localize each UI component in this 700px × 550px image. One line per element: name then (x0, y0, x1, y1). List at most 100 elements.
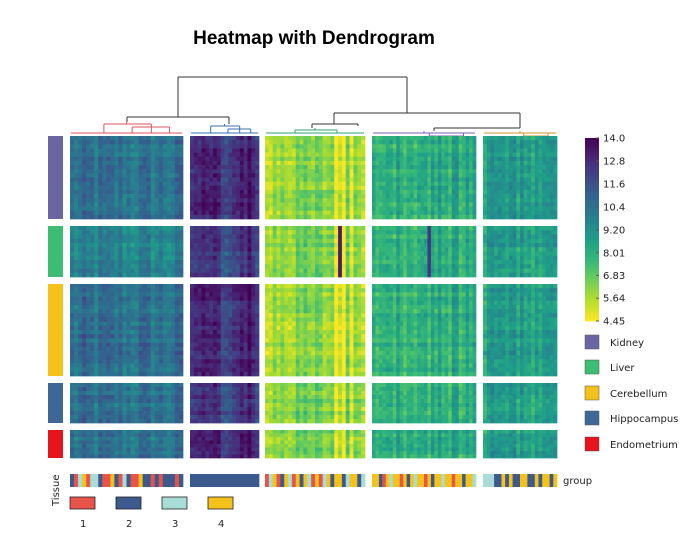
heatmap-cell (126, 433, 131, 438)
heatmap-cell (357, 296, 362, 302)
heatmap-cell (213, 342, 218, 348)
heatmap-cell (190, 447, 195, 452)
heatmap-cell (102, 350, 107, 356)
heatmap-cell (138, 313, 143, 318)
heatmap-cell (134, 437, 139, 441)
heatmap-cell (106, 189, 111, 195)
heatmap-cell (201, 251, 206, 257)
heatmap-cell (232, 444, 237, 448)
heatmap-cell (209, 411, 214, 416)
heatmap-cell (114, 334, 119, 339)
heatmap-cell (130, 185, 135, 191)
heatmap-cell (265, 194, 270, 199)
heatmap-cell (158, 342, 164, 348)
heatmap-cell (284, 189, 289, 195)
heatmap-cell (118, 198, 123, 203)
heatmap-cell (94, 342, 99, 348)
heatmap-cell (299, 198, 304, 203)
heatmap-cell (90, 284, 95, 289)
heatmap-cell (110, 260, 115, 265)
heatmap-cell (311, 165, 316, 170)
heatmap-cell (361, 371, 366, 377)
heatmap-cell (150, 255, 156, 261)
heatmap-cell (295, 346, 300, 352)
heatmap-cell (357, 292, 362, 297)
heatmap-cell (334, 251, 339, 257)
heatmap-cell (353, 411, 358, 416)
heatmap-cell (146, 342, 152, 348)
heatmap-cell (82, 440, 87, 445)
heatmap-cell (265, 251, 270, 257)
heatmap-cell (114, 148, 119, 153)
heatmap-cell (122, 152, 127, 158)
heatmap-cell (205, 437, 210, 441)
heatmap-cell (197, 338, 202, 343)
heatmap-cell (110, 419, 115, 424)
heatmap-cell (102, 169, 107, 174)
heatmap-cell (197, 288, 202, 293)
heatmap-cell (251, 451, 256, 455)
heatmap-cell (236, 430, 241, 434)
heatmap-cell (220, 264, 225, 269)
heatmap-cell (110, 330, 115, 335)
heatmap-cell (78, 251, 83, 257)
heatmap-cell (307, 140, 312, 145)
heatmap-cell (138, 430, 143, 434)
heatmap-cell (268, 342, 274, 348)
heatmap-cell (357, 140, 362, 145)
heatmap-cell (299, 152, 304, 158)
heatmap-cell (74, 169, 79, 174)
heatmap-cell (349, 309, 354, 314)
heatmap-cell (102, 140, 107, 145)
heatmap-cell (74, 304, 79, 310)
heatmap-cell (86, 177, 91, 182)
heatmap-cell (361, 194, 366, 199)
heatmap-cell (307, 330, 312, 335)
heatmap-cell (102, 325, 107, 331)
heatmap-cell (255, 355, 260, 360)
heatmap-cell (86, 173, 91, 178)
heatmap-cell (106, 444, 111, 448)
heatmap-cell (154, 238, 160, 244)
heatmap-cell (265, 403, 270, 408)
heatmap-cell (255, 367, 260, 373)
heatmap-cell (251, 247, 256, 252)
heatmap-cell (146, 268, 152, 274)
heatmap-cell (110, 403, 115, 408)
heatmap-cell (299, 206, 304, 212)
heatmap-cell (110, 177, 115, 182)
heatmap-cell (232, 387, 237, 392)
heatmap-cell (70, 202, 75, 207)
heatmap-cell (166, 140, 172, 145)
heatmap-cell (268, 304, 274, 310)
heatmap-cell (280, 251, 285, 257)
heatmap-cell (220, 342, 225, 348)
heatmap-cell (82, 437, 87, 441)
heatmap-cell (338, 284, 343, 289)
heatmap-cell (299, 309, 304, 314)
heatmap-cell (236, 292, 241, 297)
heatmap-cell (190, 437, 195, 441)
heatmap-cell (338, 169, 343, 174)
heatmap-cell (150, 415, 156, 420)
heatmap-cell (142, 247, 148, 252)
heatmap-cell (150, 247, 156, 252)
heatmap-cell (70, 243, 75, 248)
heatmap-cell (154, 136, 160, 141)
heatmap-cell (288, 403, 293, 408)
heatmap-cell (78, 144, 83, 149)
heatmap-cell (197, 325, 202, 331)
heatmap-cell (295, 395, 300, 400)
heatmap-cell (102, 433, 107, 438)
heatmap-cell (134, 210, 139, 216)
heatmap-cell (213, 296, 218, 302)
heatmap-cell (311, 148, 316, 153)
heatmap-cell (154, 194, 160, 199)
heatmap-cell (322, 169, 327, 174)
heatmap-cell (86, 206, 91, 212)
heatmap-cell (201, 238, 206, 244)
heatmap-cell (86, 251, 91, 257)
heatmap-cell (110, 338, 115, 343)
heatmap-cell (98, 403, 103, 408)
heatmap-cell (110, 391, 115, 396)
